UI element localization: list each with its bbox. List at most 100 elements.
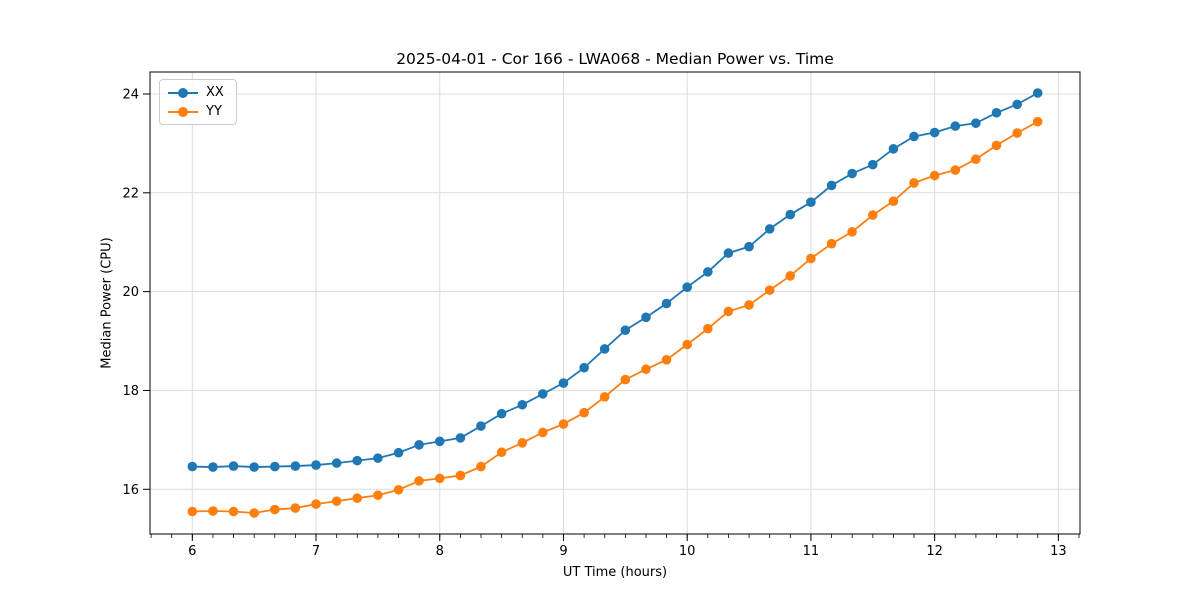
data-point-yy (1032, 116, 1043, 127)
legend-entry-yy: YY (168, 104, 224, 119)
data-point-yy (847, 227, 857, 237)
data-point-yy (393, 484, 404, 495)
data-point-yy (991, 140, 1002, 151)
data-point-xx (682, 282, 692, 292)
y-axis-label: Median Power (CPU) (99, 237, 115, 369)
data-point-xx (641, 312, 651, 323)
data-point-xx (847, 168, 857, 179)
data-point-xx (950, 121, 961, 131)
data-point-yy (1012, 128, 1022, 138)
data-point-xx (187, 461, 198, 472)
x-tick-label: 12 (926, 544, 943, 559)
data-point-xx (1012, 99, 1022, 110)
data-point-xx (661, 298, 672, 309)
x-tick-label: 7 (312, 544, 320, 559)
x-axis-label: UT Time (hours) (562, 565, 668, 580)
data-point-xx (703, 267, 713, 277)
data-point-xx (867, 159, 878, 170)
data-point-xx (455, 433, 466, 443)
data-point-yy (806, 253, 816, 264)
data-point-xx (558, 378, 569, 388)
data-point-xx (517, 399, 528, 410)
data-point-xx (249, 462, 259, 472)
data-point-xx (579, 362, 589, 373)
data-point-yy (785, 271, 796, 281)
data-point-yy (249, 508, 259, 518)
data-point-xx (538, 389, 548, 399)
y-tick-label: 20 (122, 285, 139, 300)
data-point-yy (682, 339, 692, 350)
data-point-xx (888, 144, 899, 154)
data-point-yy (476, 461, 486, 472)
data-point-yy (971, 154, 981, 165)
y-tick-label: 18 (122, 384, 139, 399)
data-point-xx (434, 436, 445, 447)
data-point-yy (909, 178, 919, 188)
data-point-yy (723, 306, 734, 317)
data-point-xx (599, 344, 610, 354)
legend: XX YY (159, 79, 237, 125)
data-point-yy (826, 238, 837, 249)
data-point-xx (311, 460, 321, 470)
data-point-yy (455, 470, 466, 481)
x-tick-label: 9 (559, 544, 567, 559)
data-point-yy (414, 476, 424, 486)
x-tick-label: 8 (436, 544, 444, 559)
legend-label-yy: YY (206, 104, 222, 119)
data-point-yy (311, 499, 321, 509)
legend-line-marker-icon (168, 106, 198, 118)
data-point-yy (208, 506, 218, 516)
chart-title: 2025-04-01 - Cor 166 - LWA068 - Median P… (396, 50, 834, 68)
data-point-yy (579, 407, 589, 418)
data-point-xx (331, 458, 342, 468)
data-point-xx (723, 248, 734, 258)
data-point-xx (971, 118, 981, 128)
series-line-xx (192, 92, 1039, 468)
y-tick-label: 24 (122, 87, 139, 102)
data-point-yy (270, 504, 280, 515)
x-tick-label: 10 (679, 544, 696, 559)
data-point-xx (414, 440, 424, 450)
data-point-xx (909, 131, 919, 142)
data-point-yy (661, 355, 672, 365)
data-point-xx (764, 224, 775, 234)
plot-border (149, 71, 1081, 535)
data-point-yy (641, 364, 651, 375)
data-point-yy (599, 392, 610, 402)
data-point-yy (538, 427, 548, 438)
data-point-yy (620, 374, 631, 385)
data-point-xx (929, 127, 940, 138)
data-point-xx (373, 453, 383, 463)
legend-label-xx: XX (206, 85, 224, 100)
data-point-xx (290, 461, 301, 471)
data-point-xx (785, 209, 796, 220)
data-point-yy (867, 210, 878, 220)
data-point-yy (373, 490, 383, 501)
data-point-yy (434, 473, 445, 484)
data-point-xx (352, 455, 363, 466)
data-point-yy (290, 503, 301, 513)
data-point-yy (517, 438, 528, 448)
data-point-xx (393, 447, 404, 458)
data-point-xx (476, 421, 486, 431)
data-point-xx (744, 241, 754, 252)
data-point-yy (496, 447, 507, 458)
y-tick-label: 22 (122, 186, 139, 201)
data-point-xx (270, 461, 280, 472)
data-point-xx (620, 325, 631, 335)
data-point-xx (806, 197, 816, 207)
x-tick-label: 11 (803, 544, 820, 559)
data-point-xx (1032, 88, 1043, 98)
data-point-xx (228, 461, 239, 471)
x-tick-label: 13 (1050, 544, 1067, 559)
x-tick-label: 6 (188, 544, 196, 559)
data-point-xx (208, 462, 218, 472)
data-point-yy (888, 196, 899, 207)
data-point-yy (764, 285, 775, 295)
data-point-xx (826, 180, 837, 191)
y-tick-label: 16 (122, 483, 139, 498)
legend-line-marker-icon (168, 87, 198, 99)
data-point-yy (331, 496, 342, 506)
